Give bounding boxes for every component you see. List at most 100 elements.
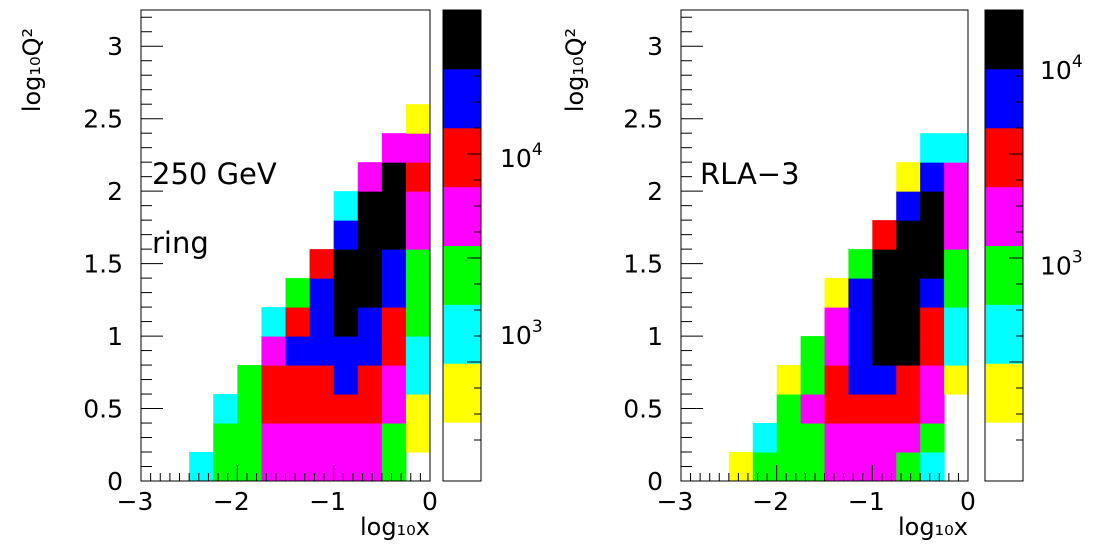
heatmap-bin: [944, 307, 969, 337]
heatmap-bin: [872, 452, 897, 482]
heatmap-bin: [237, 365, 262, 395]
heatmap-bin: [309, 394, 335, 424]
heatmap-bin: [357, 278, 383, 308]
colorbar-swatch: [985, 245, 1023, 305]
heatmap-bin: [920, 133, 945, 163]
y-tick-label: 0.5: [83, 395, 123, 424]
colorbar-swatch: [443, 245, 481, 305]
heatmap-bin: [357, 336, 383, 366]
heatmap-bin: [752, 452, 778, 482]
heatmap-bin: [333, 307, 359, 337]
y-tick-label: 2.5: [83, 105, 123, 134]
heatmap-bin: [381, 278, 407, 308]
heatmap-bin: [944, 336, 969, 366]
colorbar-label-exponent: 4: [532, 140, 543, 160]
heatmap-bin: [824, 278, 849, 308]
heatmap-bin: [381, 365, 407, 395]
colorbar-frame: [442, 9, 482, 482]
heatmap-bin: [285, 307, 311, 337]
heatmap-bin: [896, 365, 921, 395]
heatmap-bin: [405, 162, 431, 192]
heatmap-bin: [896, 162, 921, 192]
y-tick-label: 1: [647, 322, 663, 351]
heatmap-bin: [357, 423, 383, 453]
heatmap-bin: [333, 452, 359, 482]
heatmap-bin: [381, 191, 407, 221]
y-axis-title: log₁₀Q²: [561, 28, 589, 112]
y-tick-label: 1: [107, 322, 123, 351]
heatmap-bin: [848, 394, 873, 424]
colorbar-swatch: [985, 304, 1023, 364]
heatmap-bin: [261, 394, 286, 424]
x-tick-label: −2: [213, 487, 250, 516]
y-tick-label: 3: [647, 32, 663, 61]
heatmap-bin: [752, 423, 778, 453]
colorbar-label-base: 10: [1040, 56, 1072, 85]
heatmap-bin: [896, 191, 921, 221]
heatmap-bin: [920, 423, 945, 453]
heatmap-bin: [824, 365, 849, 395]
heatmap-bin: [309, 307, 335, 337]
heatmap-bin: [381, 162, 407, 192]
heatmap-bin: [776, 423, 802, 453]
colorbar-swatch: [985, 68, 1023, 129]
colorbar-swatch: [985, 422, 1023, 482]
heatmap-bin: [405, 365, 431, 395]
heatmap-bin: [848, 278, 873, 308]
heatmap-bin: [405, 249, 431, 279]
colorbar-swatch: [985, 127, 1023, 188]
heatmap-bin: [285, 423, 311, 453]
heatmap-bin: [333, 249, 359, 279]
heatmap-bin: [896, 394, 921, 424]
y-tick-label: 2.5: [623, 105, 663, 134]
heatmap-bin: [357, 220, 383, 250]
heatmap-bin: [848, 452, 873, 482]
colorbar-swatch: [443, 304, 481, 364]
heatmap-bin: [824, 394, 849, 424]
colorbar-label-exponent: 3: [532, 317, 543, 337]
heatmap-bin: [872, 307, 897, 337]
heatmap-bin: [285, 394, 311, 424]
chart-panel-2: 00.511.522.53−3 −2 −1 0log₁₀xlog₁₀Q²RLA−310…: [561, 9, 1083, 541]
heatmap-bin: [237, 394, 262, 424]
heatmap-bin: [920, 394, 945, 424]
heatmap-bin: [405, 191, 431, 221]
heatmap-bin: [896, 452, 921, 482]
x-axis-title: log₁₀x: [898, 513, 968, 541]
heatmap-bin: [944, 162, 969, 192]
colorbar-label-base: 10: [1040, 251, 1072, 280]
heatmap-bin: [333, 278, 359, 308]
y-axis: 0 0.5 1 1.5 2 2.5 3: [83, 16, 163, 496]
heatmap-bin: [333, 423, 359, 453]
heatmap-bin: [920, 278, 945, 308]
heatmap-bin: [285, 365, 311, 395]
x-tick-label: 0: [960, 487, 976, 516]
heatmap-bin: [896, 336, 921, 366]
heatmap-bin: [333, 336, 359, 366]
heatmap-bin: [309, 365, 335, 395]
colorbar-swatch: [985, 186, 1023, 246]
heatmap-bin: [285, 452, 311, 482]
x-tick-label: −1: [309, 487, 346, 516]
heatmap-bin: [800, 423, 825, 453]
y-tick-label: 1.5: [83, 250, 123, 279]
heatmap-bin: [800, 336, 825, 366]
heatmap-bin: [896, 220, 921, 250]
colorbar-swatch: [443, 68, 481, 129]
heatmap-bin: [261, 307, 286, 337]
heatmap-bin: [357, 394, 383, 424]
heatmap-bin: [333, 191, 359, 221]
y-tick-label: 1.5: [623, 250, 663, 279]
heatmap-bin: [189, 452, 214, 482]
heatmap-bin: [405, 133, 431, 163]
y-tick-label: 2: [107, 177, 123, 206]
heatmap-bin: [800, 452, 825, 482]
colorbar-label: 104: [1040, 52, 1083, 85]
x-tick-label: −3: [117, 487, 154, 516]
heatmap-bin: [357, 365, 383, 395]
x-axis-title: log₁₀x: [360, 513, 430, 541]
colorbar-label-base: 10: [500, 321, 532, 350]
heatmap-bin: [213, 394, 238, 424]
heatmap-bin: [896, 249, 921, 279]
